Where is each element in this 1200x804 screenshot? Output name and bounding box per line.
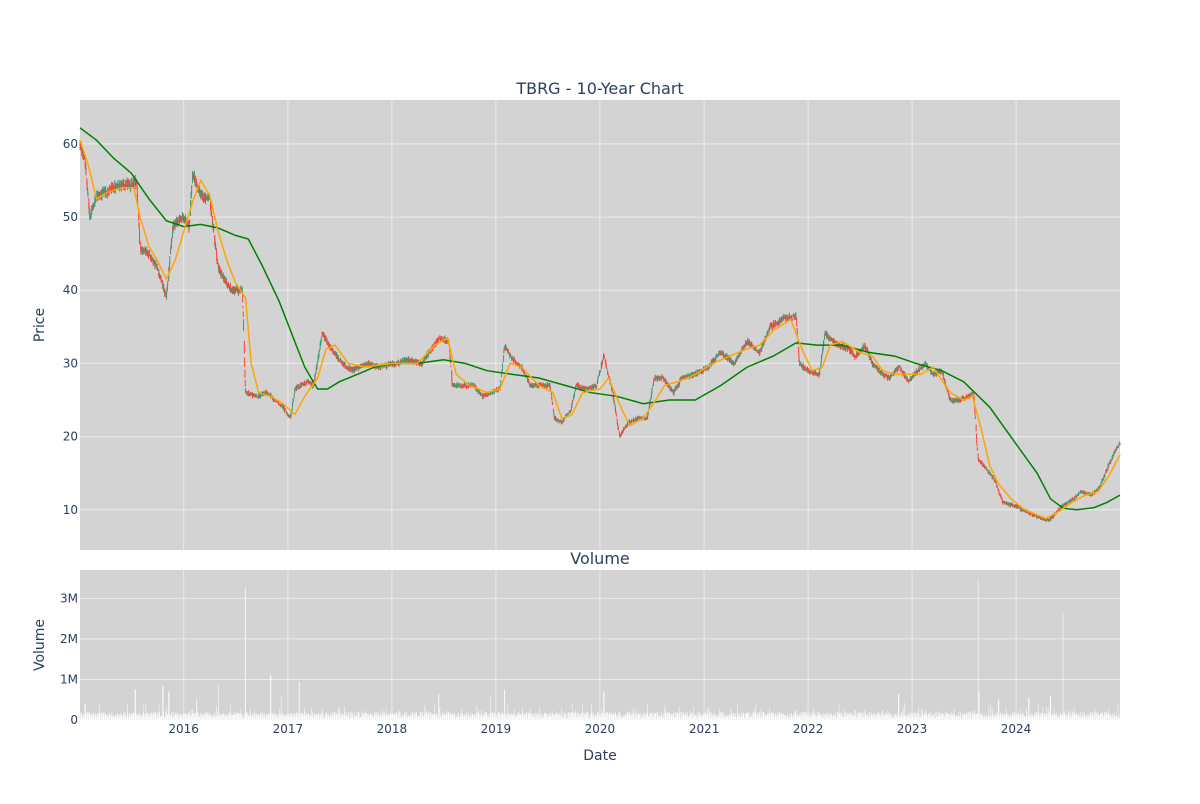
price-panel: 10 20 30 40 50 60 TBRG - 10-Year Chart Price: [32, 79, 1120, 550]
price-y-tick-label: 20: [63, 430, 78, 444]
price-y-tick-labels: 10 20 30 40 50 60: [63, 137, 78, 517]
price-y-axis-title: Price: [32, 308, 48, 342]
price-y-tick-label: 50: [63, 210, 78, 224]
price-y-tick-label: 10: [63, 503, 78, 517]
price-y-tick-label: 30: [63, 356, 78, 370]
price-y-tick-label: 60: [63, 137, 78, 151]
price-chart-title: TBRG - 10-Year Chart: [515, 79, 683, 98]
price-y-tick-label: 40: [63, 283, 78, 297]
